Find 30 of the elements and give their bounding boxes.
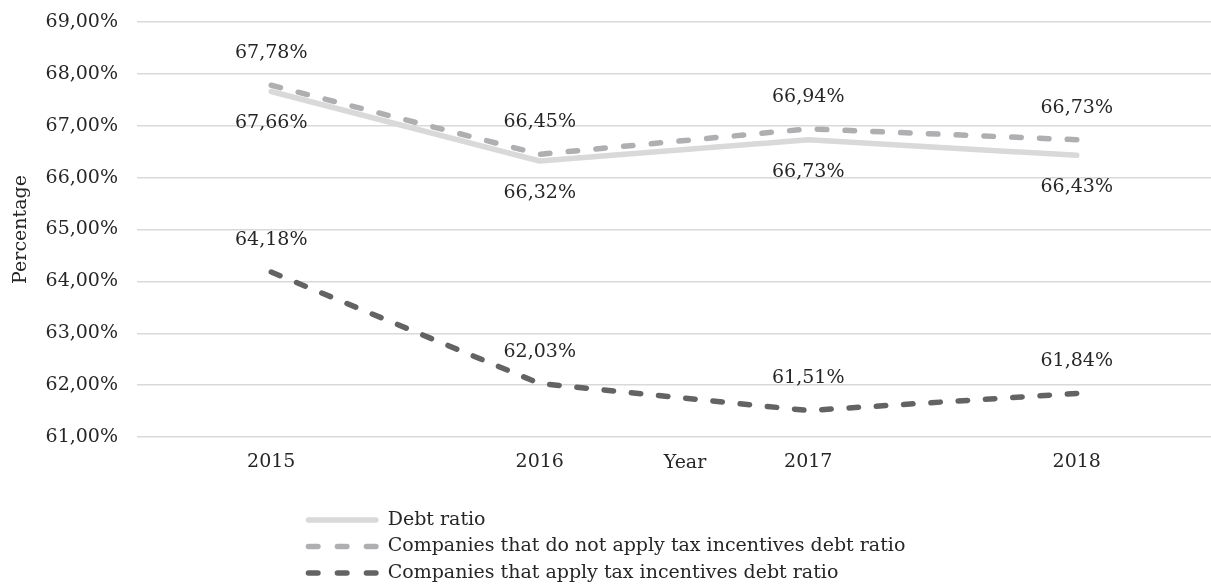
- x-tick-label: 2017: [784, 449, 833, 472]
- y-tick-label: 61,00%: [45, 423, 118, 446]
- data-label: 64,18%: [235, 226, 308, 249]
- x-tick-label: 2018: [1052, 449, 1101, 472]
- y-tick-label: 69,00%: [45, 8, 118, 31]
- data-label: 66,73%: [772, 158, 845, 181]
- x-tick-label: 2016: [515, 449, 564, 472]
- legend-label: Companies that do not apply tax incentives debt ratio: [387, 533, 906, 556]
- y-tick-label: 66,00%: [45, 164, 118, 187]
- y-tick-label: 64,00%: [45, 268, 118, 291]
- data-label: 67,66%: [235, 110, 308, 133]
- data-label: 66,73%: [1040, 94, 1113, 117]
- x-tick-label: 2015: [247, 449, 296, 472]
- data-label: 66,45%: [503, 109, 576, 132]
- legend-label: Debt ratio: [387, 506, 486, 529]
- legend-label: Companies that apply tax incentives debt ratio: [387, 559, 839, 582]
- data-label: 66,43%: [1040, 174, 1113, 197]
- x-axis-title: Year: [662, 449, 708, 472]
- y-tick-label: 63,00%: [45, 320, 118, 343]
- y-tick-label: 65,00%: [45, 216, 118, 239]
- data-label: 66,94%: [772, 83, 845, 106]
- y-tick-label: 62,00%: [45, 372, 118, 395]
- data-label: 61,84%: [1040, 348, 1113, 371]
- data-label: 66,32%: [503, 179, 576, 202]
- data-label: 67,78%: [235, 40, 308, 63]
- y-axis-title: Percentage: [8, 175, 31, 284]
- data-label: 61,51%: [772, 365, 845, 388]
- data-label: 62,03%: [503, 338, 576, 361]
- y-tick-label: 68,00%: [45, 60, 118, 83]
- y-tick-label: 67,00%: [45, 112, 118, 135]
